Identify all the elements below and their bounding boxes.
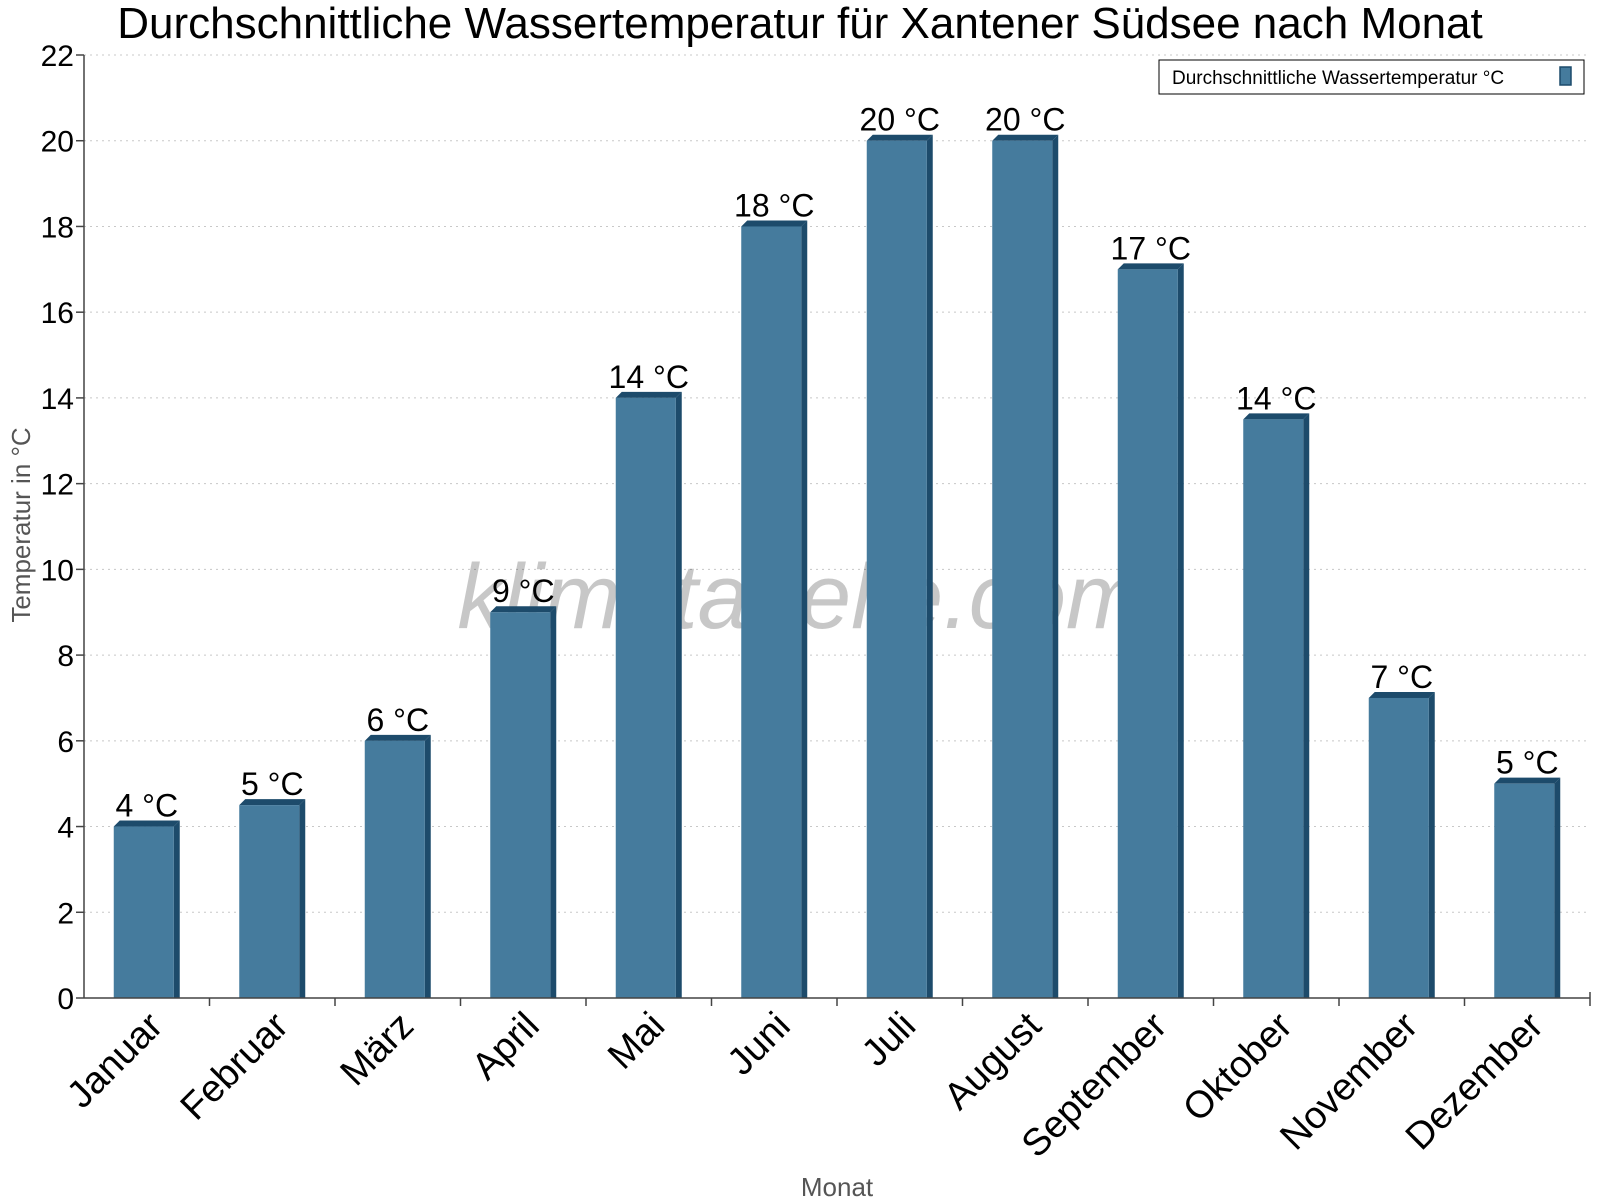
bar-value-label: 14 °C	[609, 359, 689, 395]
x-tick-label: Juli	[854, 1005, 924, 1075]
bar-9: 17 °C	[1111, 230, 1191, 998]
bar-side	[1177, 263, 1184, 998]
bar-3: 6 °C	[364, 702, 431, 998]
bar-front	[364, 740, 425, 998]
bar-1: 4 °C	[113, 788, 180, 998]
bar-side	[1052, 134, 1059, 998]
bar-front	[992, 140, 1053, 998]
y-tick-label: 6	[57, 726, 74, 759]
bars: 4 °C 5 °C 6 °C 9 °C 14 °C 18 °C 20 °C 20 °C 17 °…	[113, 102, 1561, 999]
y-tick-label: 2	[57, 897, 74, 930]
legend: Durchschnittliche Wassertemperatur °C	[1158, 59, 1585, 95]
chart-title: Durchschnittliche Wassertemperatur für X…	[117, 0, 1482, 48]
bar-value-label: 4 °C	[115, 788, 178, 824]
bar-front	[866, 140, 927, 998]
bar-front	[239, 805, 300, 998]
x-axis-title: Monat	[801, 1172, 874, 1200]
y-tick-label: 18	[41, 211, 74, 244]
y-axis-ticks: 0 2 4 6 8 10 12 14 16 18 20 22	[41, 40, 84, 1016]
bar-top	[113, 820, 180, 827]
x-tick-label: Mai	[600, 1005, 673, 1078]
bar-front	[490, 612, 551, 998]
y-tick-label: 16	[41, 297, 74, 330]
bar-6: 18 °C	[734, 187, 814, 999]
y-axis-title: Temperatur in °C	[6, 427, 36, 622]
x-tick-label: Dezember	[1398, 1004, 1552, 1158]
bar-front	[615, 397, 676, 999]
bar-top	[1494, 777, 1561, 784]
bar-4: 9 °C	[490, 573, 557, 998]
y-tick-label: 20	[41, 126, 74, 159]
x-tick-label: August	[936, 1004, 1050, 1118]
y-tick-label: 14	[41, 383, 74, 416]
legend-swatch	[1559, 66, 1572, 86]
bar-value-label: 20 °C	[985, 102, 1065, 138]
bar-side	[173, 820, 180, 998]
bar-8: 20 °C	[985, 102, 1065, 998]
bar-value-label: 5 °C	[1496, 745, 1559, 781]
x-tick-label: Januar	[59, 1004, 171, 1116]
bar-value-label: 17 °C	[1111, 230, 1191, 266]
x-tick-label: Juni	[720, 1005, 799, 1084]
bar-top	[866, 134, 933, 141]
bar-top	[490, 606, 557, 613]
grid-lines	[84, 54, 1590, 913]
bar-front	[1243, 419, 1304, 998]
bar-side	[550, 606, 557, 998]
bar-front	[1117, 269, 1178, 998]
bar-value-label: 18 °C	[734, 187, 814, 223]
y-tick-label: 10	[41, 554, 74, 587]
bar-front	[113, 826, 174, 998]
bar-value-label: 14 °C	[1236, 380, 1316, 416]
bar-top	[992, 134, 1059, 141]
bar-side	[1428, 691, 1435, 998]
y-tick-label: 12	[41, 469, 74, 502]
bar-front	[1368, 697, 1429, 998]
bar-side	[675, 391, 682, 999]
x-tick-label: Oktober	[1175, 1004, 1301, 1130]
bar-value-label: 9 °C	[492, 573, 555, 609]
bar-top	[1243, 413, 1310, 420]
bar-top	[1368, 691, 1435, 698]
bar-5: 14 °C	[609, 359, 689, 999]
bar-side	[801, 220, 808, 999]
bar-value-label: 20 °C	[860, 102, 940, 138]
bar-front	[1494, 783, 1555, 998]
bar-side	[926, 134, 933, 998]
bar-top	[1117, 263, 1184, 270]
legend-series-label: Durchschnittliche Wassertemperatur °C	[1172, 68, 1504, 89]
bar-side	[1554, 777, 1561, 998]
y-tick-label: 4	[57, 812, 74, 845]
y-tick-label: 22	[41, 40, 74, 73]
bar-side	[299, 799, 306, 998]
bar-value-label: 7 °C	[1370, 659, 1433, 695]
bar-2: 5 °C	[239, 766, 306, 998]
bar-top	[364, 734, 431, 741]
bar-10: 14 °C	[1236, 380, 1316, 998]
bar-value-label: 6 °C	[366, 702, 429, 738]
x-tick-label: März	[333, 1005, 422, 1094]
bar-side	[1303, 413, 1310, 998]
bar-value-label: 5 °C	[241, 766, 304, 802]
x-tick-label: Februar	[173, 1004, 297, 1128]
bar-12: 5 °C	[1494, 745, 1561, 998]
bar-top	[741, 220, 808, 227]
bar-top	[615, 391, 682, 398]
bar-7: 20 °C	[860, 102, 940, 998]
y-tick-label: 0	[57, 983, 74, 1016]
x-axis-ticks: Januar Februar März April Mai Juni Juli AugustS…	[59, 998, 1591, 1166]
bar-11: 7 °C	[1368, 659, 1435, 998]
legend-box	[1158, 59, 1585, 95]
y-tick-label: 8	[57, 640, 74, 673]
bar-top	[239, 799, 306, 806]
bar-front	[741, 226, 802, 999]
x-tick-label: April	[464, 1005, 547, 1088]
bar-side	[424, 734, 431, 998]
